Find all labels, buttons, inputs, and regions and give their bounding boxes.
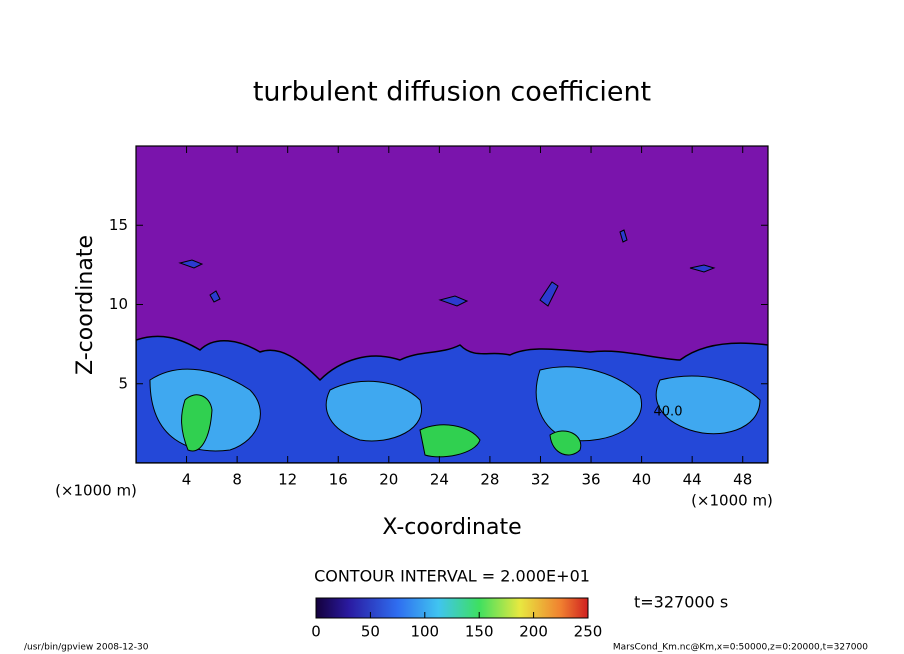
colorbar-tick-label: 250 [574,623,603,641]
y-axis-label: Z-coordinate [73,235,98,375]
y-tick-label: 5 [118,374,128,392]
x-tick-label: 24 [430,471,449,489]
footer-left: /usr/bin/gpview 2008-12-30 [24,643,149,653]
x-tick-label: 4 [182,471,192,489]
time-label: t=327000 s [634,593,728,612]
x-tick-label: 16 [329,471,348,489]
colorbar-tick-label: 150 [465,623,494,641]
colorbar-tick-label: 50 [361,623,380,641]
colorbar-tick-label: 100 [410,623,439,641]
x-tick-label: 44 [683,471,702,489]
x-tick-label: 40 [632,471,651,489]
colorbar-tick-label: 200 [519,623,548,641]
colorbar [315,597,589,619]
field [136,146,768,463]
x-unit-left: (×1000 m) [55,482,137,500]
x-unit-right: (×1000 m) [691,492,773,510]
y-tick-label: 15 [109,216,128,234]
x-tick-label: 20 [379,471,398,489]
x-tick-label: 32 [531,471,550,489]
contour-label: 40.0 [654,405,683,420]
chart-title: turbulent diffusion coefficient [253,77,651,108]
x-tick-label: 48 [733,471,752,489]
x-axis-label: X-coordinate [382,515,521,540]
colorbar-tick-label: 0 [311,623,321,641]
y-tick-label: 10 [109,295,128,313]
x-tick-label: 8 [232,471,242,489]
x-tick-label: 12 [278,471,297,489]
blob [178,229,716,307]
green-patch [181,394,582,458]
x-tick-label: 36 [581,471,600,489]
contour-interval: CONTOUR INTERVAL = 2.000E+01 [314,567,590,586]
x-tick-label: 28 [480,471,499,489]
cyan-patch [149,366,761,452]
footer-right: MarsCond_Km.nc@Km,x=0:50000,z=0:20000,t=… [613,643,868,653]
